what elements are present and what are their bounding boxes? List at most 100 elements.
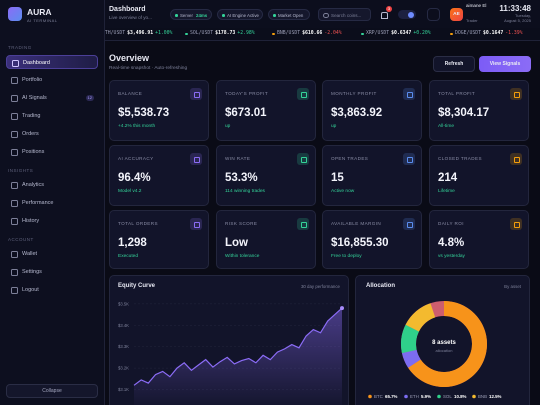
notification-button[interactable]: 3 bbox=[377, 6, 392, 21]
card-icon bbox=[190, 218, 202, 230]
legend-value: 5.9% bbox=[421, 394, 431, 399]
ticker-item: BNB/USDT $610.66 -2.04% bbox=[272, 31, 342, 36]
nav-icon bbox=[11, 251, 18, 258]
nav-item[interactable]: History bbox=[6, 214, 98, 228]
chart-title: Allocation bbox=[366, 283, 396, 289]
status-dot bbox=[175, 14, 178, 17]
theme-toggle[interactable] bbox=[398, 10, 416, 19]
card-note: All-time bbox=[438, 124, 454, 129]
chart-subtitle: By asset bbox=[504, 284, 521, 289]
nav-item[interactable]: AI Signals 12 bbox=[6, 91, 98, 105]
clock-day: Tuesday, bbox=[514, 13, 531, 18]
nav-item[interactable]: Portfolio bbox=[6, 73, 98, 87]
card-label: TOTAL PROFIT bbox=[438, 91, 476, 96]
card-value: $16,855.30 bbox=[331, 237, 389, 249]
nav-icon bbox=[11, 95, 18, 102]
fullscreen-button[interactable] bbox=[427, 8, 440, 21]
page-title: Dashboard bbox=[109, 6, 146, 13]
nav-item[interactable]: Analytics bbox=[6, 178, 98, 192]
y-tick-label: $3.3K bbox=[118, 344, 129, 349]
refresh-button[interactable]: Refresh bbox=[433, 56, 475, 72]
tagline: AI TERMINAL bbox=[27, 18, 58, 23]
card-label: MONTHLY PROFIT bbox=[331, 91, 377, 96]
nav-icon bbox=[12, 60, 19, 67]
card-note: Free to deploy bbox=[331, 254, 362, 259]
clock-time: 11:33:48 bbox=[499, 4, 531, 13]
nav-item[interactable]: Performance bbox=[6, 196, 98, 210]
nav-item[interactable]: Settings bbox=[6, 265, 98, 279]
chart-title: Equity Curve bbox=[118, 283, 156, 289]
ticker-dot bbox=[450, 32, 453, 35]
card-value: $5,538.73 bbox=[118, 107, 170, 119]
ticker-dot bbox=[361, 32, 364, 35]
card-value: 96.4% bbox=[118, 172, 151, 184]
nav-badge: 12 bbox=[85, 94, 94, 101]
ticker-pair: DOGE/USDT bbox=[455, 31, 481, 36]
card-label: DAILY ROI bbox=[438, 221, 464, 226]
section-title: INSIGHTS bbox=[8, 168, 34, 173]
status-label: Server bbox=[180, 12, 193, 18]
card-note: 114 winning trades bbox=[225, 189, 265, 194]
ticker-price: $0.1647 bbox=[483, 31, 504, 36]
card-value: 15 bbox=[331, 172, 344, 184]
nav-icon bbox=[11, 131, 18, 138]
card-icon-glyph bbox=[193, 156, 200, 163]
nav-item[interactable]: Logout bbox=[6, 283, 98, 297]
section-title: ACCOUNT bbox=[8, 237, 34, 242]
legend-label: BTC bbox=[374, 394, 383, 399]
nav-icon bbox=[11, 269, 18, 276]
nav-icon bbox=[11, 149, 18, 156]
search-box[interactable]: Search coins... bbox=[318, 8, 371, 21]
card-icon-glyph bbox=[300, 221, 307, 228]
card-label: CLOSED TRADES bbox=[438, 156, 482, 161]
nav-icon bbox=[11, 113, 18, 120]
card-icon-glyph bbox=[406, 91, 413, 98]
ticker-price: $3,496.91 bbox=[127, 31, 154, 36]
stat-card: MONTHLY PROFIT $3,863.92 up bbox=[322, 80, 422, 141]
nav-icon bbox=[11, 182, 18, 189]
collapse-button[interactable]: Collapse bbox=[6, 384, 98, 398]
ticker-pair: BNB/USDT bbox=[277, 31, 301, 36]
view-signals-button[interactable]: View Signals bbox=[479, 56, 531, 72]
status-label: AI Engine Active bbox=[227, 12, 259, 18]
card-value: $3,863.92 bbox=[331, 107, 383, 119]
ticker-price: $178.73 bbox=[215, 31, 236, 36]
nav-label: Settings bbox=[22, 268, 42, 275]
card-value: Low bbox=[225, 237, 248, 249]
allocation-chart: 8 assets allocation BTC 65.7% ETH 5.9% SOL 10.8… bbox=[368, 301, 502, 399]
card-icon-glyph bbox=[193, 221, 200, 228]
card-icon bbox=[403, 153, 415, 165]
card-label: RISK SCORE bbox=[225, 221, 258, 226]
ticker-change: -2.04% bbox=[324, 31, 342, 36]
card-icon bbox=[190, 153, 202, 165]
card-icon-glyph bbox=[300, 156, 307, 163]
stat-card: BALANCE $5,538.73 +4.2% this month bbox=[109, 80, 209, 141]
nav-item[interactable]: Dashboard bbox=[6, 55, 98, 69]
nav-item[interactable]: Positions bbox=[6, 145, 98, 159]
nav-item[interactable]: Trading bbox=[6, 109, 98, 123]
stat-card: DAILY ROI 4.8% vs yesterday bbox=[429, 210, 529, 269]
ticker-change: +0.20% bbox=[413, 31, 431, 36]
search-placeholder: Search coins... bbox=[331, 12, 362, 18]
nav-item[interactable]: Orders bbox=[6, 127, 98, 141]
card-label: AVAILABLE MARGIN bbox=[331, 221, 382, 226]
overview-title: Overview bbox=[109, 53, 150, 63]
card-note: +4.2% this month bbox=[118, 124, 156, 129]
ticker-row: BNB/USDT $610.66 -2.04% bbox=[277, 31, 342, 36]
sidebar: AURA AI TERMINAL Collapse TRADING Dashboa… bbox=[0, 0, 105, 405]
page-subtitle: Live overview of yo... bbox=[109, 15, 152, 20]
legend-label: ETH bbox=[410, 394, 419, 399]
card-icon-glyph bbox=[513, 91, 520, 98]
legend-value: 65.7% bbox=[385, 394, 398, 399]
card-icon bbox=[510, 218, 522, 230]
card-icon-glyph bbox=[193, 91, 200, 98]
nav-label: Wallet bbox=[22, 250, 38, 257]
nav-label: History bbox=[22, 217, 40, 224]
card-icon bbox=[403, 218, 415, 230]
donut-slice bbox=[401, 324, 419, 354]
donut-slice bbox=[408, 301, 487, 387]
card-value: 1,298 bbox=[118, 237, 147, 249]
avatar[interactable]: AE bbox=[450, 8, 463, 21]
ticker-pair: SOL/USDT bbox=[190, 31, 214, 36]
nav-item[interactable]: Wallet bbox=[6, 247, 98, 261]
